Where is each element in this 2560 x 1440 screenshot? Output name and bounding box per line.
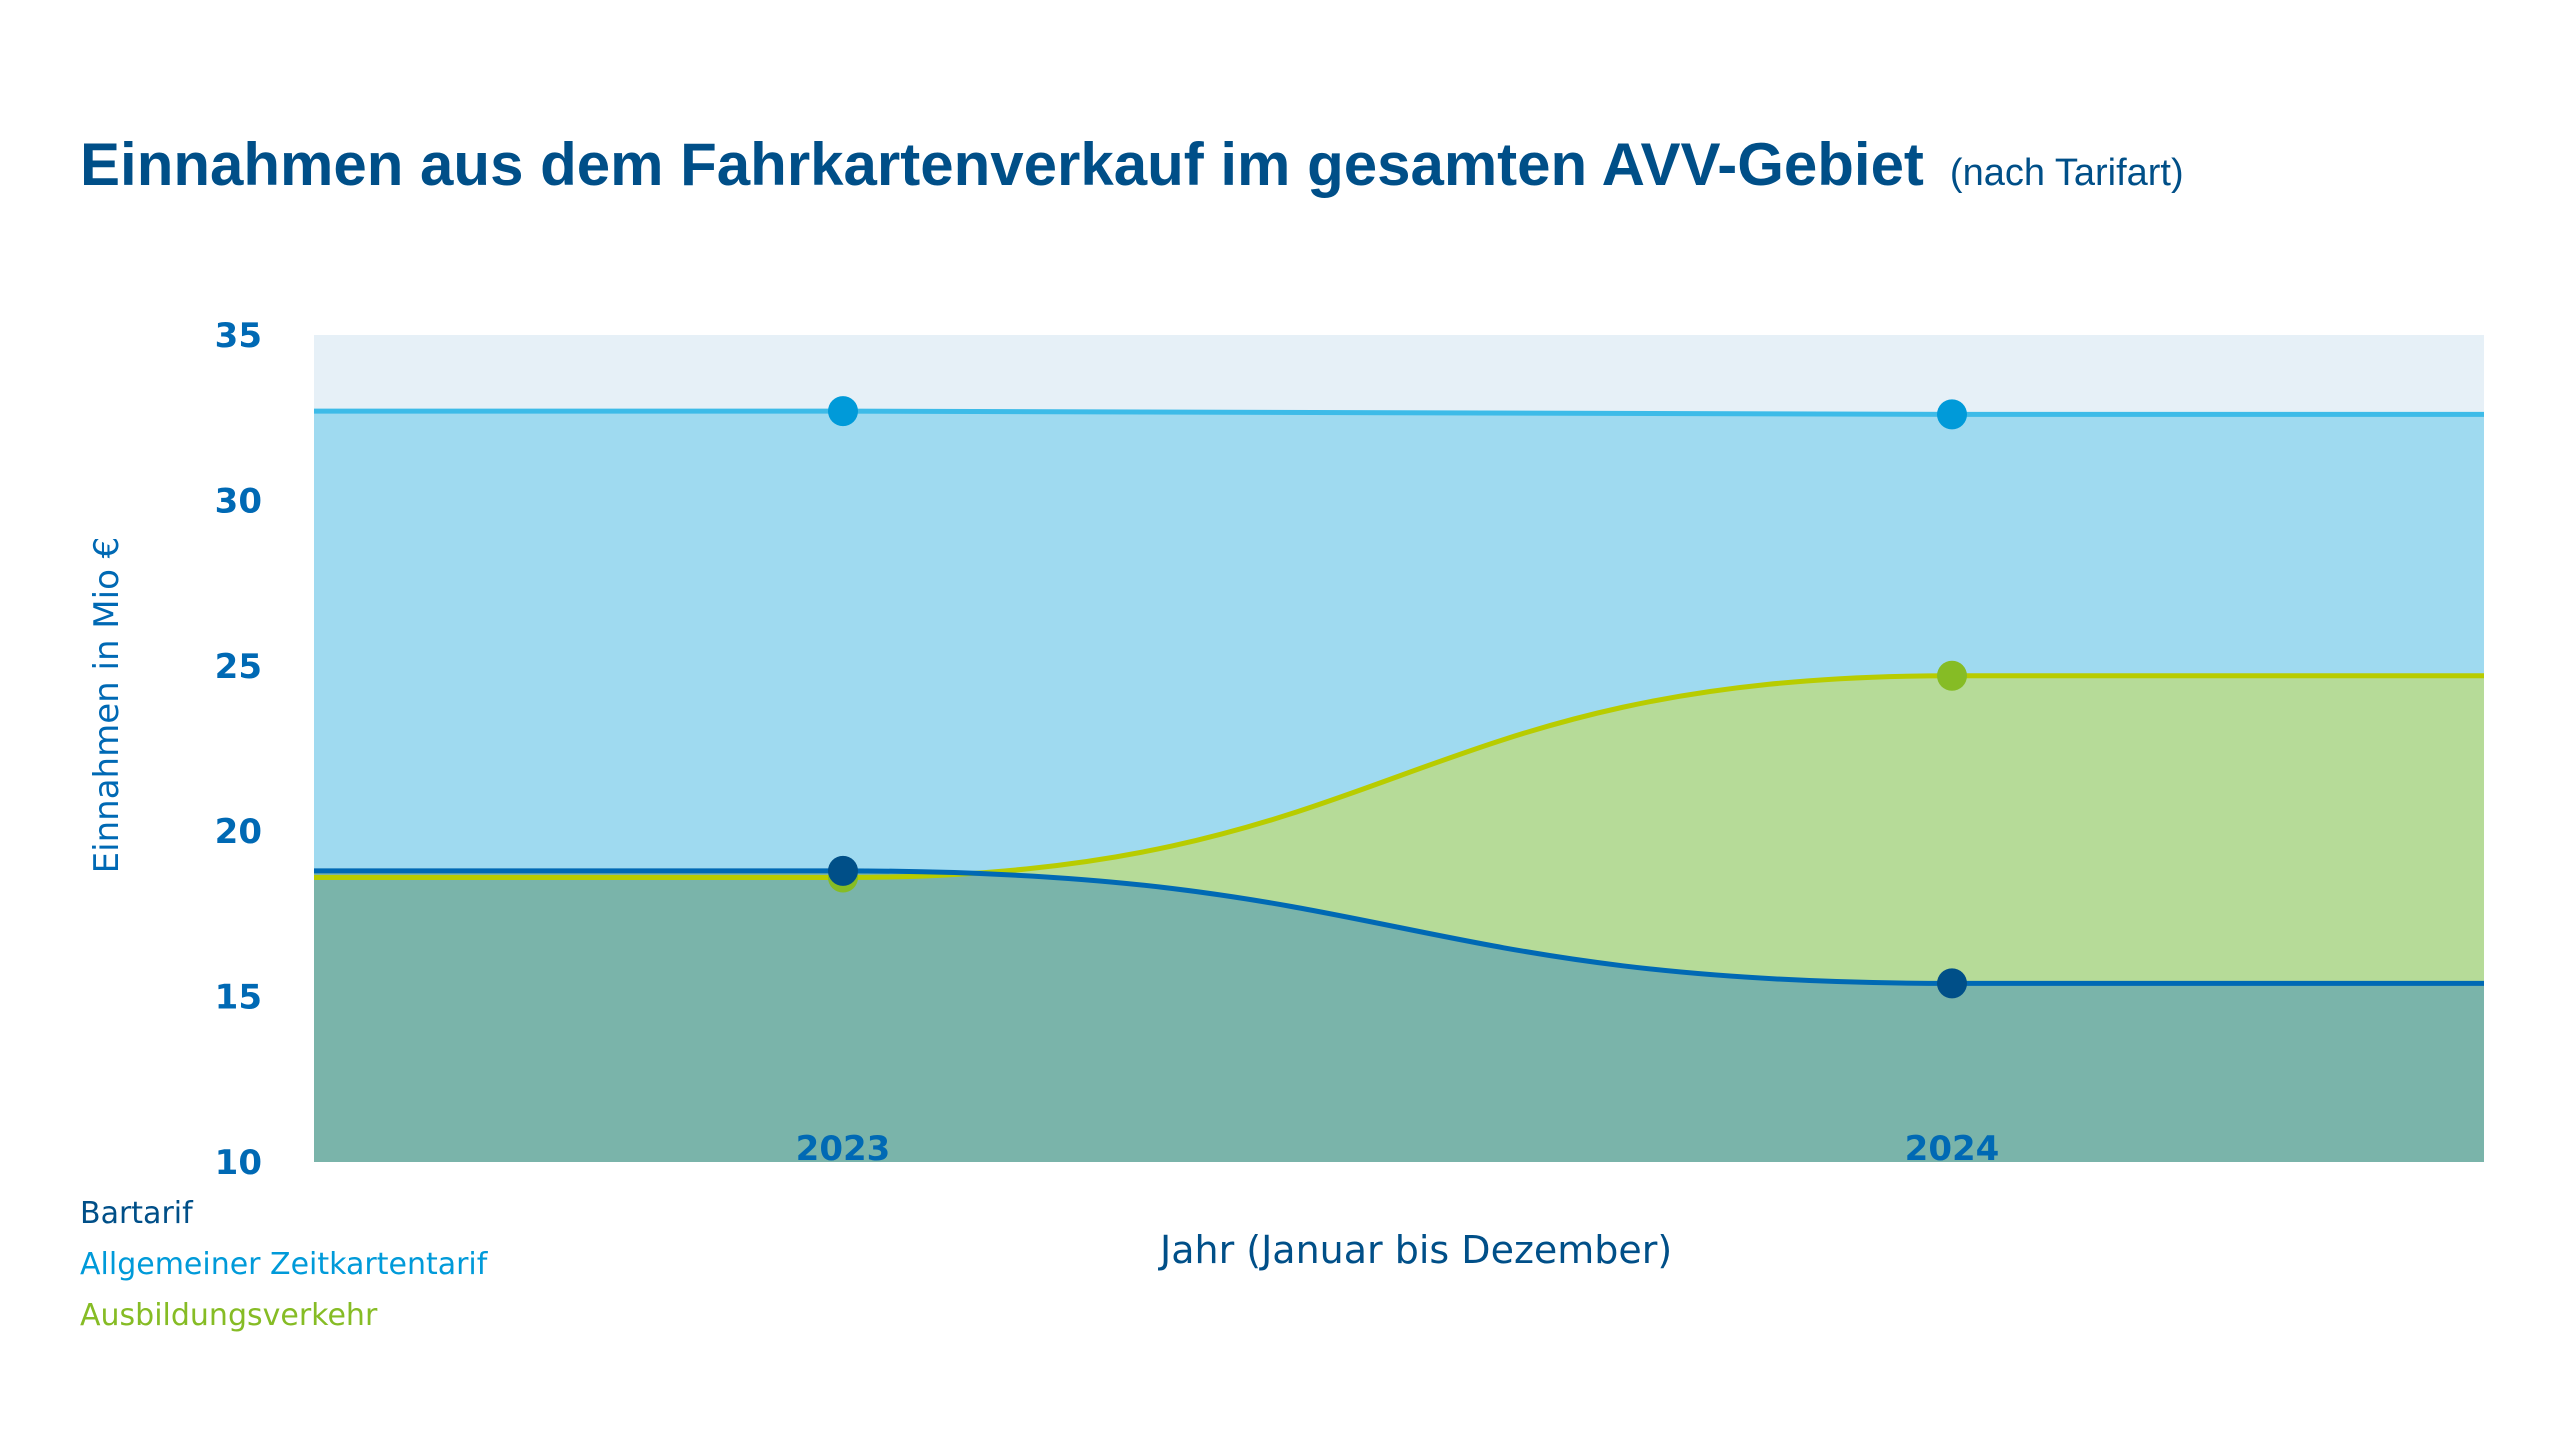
y-tick-label: 10 (215, 1143, 262, 1183)
point-bartarif-2024 (1937, 968, 1967, 999)
line-ausbildungsverkehr (314, 673, 2484, 881)
point-allgemeiner-zeitkartentarif-2024 (1937, 399, 1967, 430)
area-bartarif (314, 870, 2484, 1162)
y-axis-label: Einnahmen in Mio € (87, 537, 127, 874)
plot-area (314, 335, 2484, 1163)
line-allgemeiner-zeitkartentarif (314, 408, 2484, 417)
x-tick-label: 2024 (1905, 1129, 2000, 1169)
y-tick-label: 30 (215, 481, 262, 521)
y-tick-label: 20 (215, 812, 262, 852)
legend-item-ausbildungsverkehr: Ausbildungsverkehr (80, 1298, 378, 1333)
y-tick-label: 15 (215, 978, 262, 1018)
y-tick-label: 35 (215, 316, 262, 356)
x-axis-ticks: 2023 2024 (796, 1129, 2000, 1169)
chart-title-text: Einnahmen aus dem Fahrkartenverkauf im g… (80, 131, 1924, 198)
point-bartarif-2023 (828, 855, 858, 886)
y-tick-label: 25 (215, 647, 262, 687)
legend-item-zeitkartentarif: Allgemeiner Zeitkartentarif (80, 1247, 488, 1282)
point-allgemeiner-zeitkartentarif-2023 (828, 396, 858, 427)
chart-title: Einnahmen aus dem Fahrkartenverkauf im g… (80, 130, 2184, 199)
y-axis-ticks: 35 30 25 20 15 10 (215, 316, 262, 1183)
legend-item-bartarif: Bartarif (80, 1196, 193, 1231)
x-tick-label: 2023 (796, 1129, 891, 1169)
legend: Bartarif Allgemeiner Zeitkartentarif Aus… (80, 1188, 487, 1341)
line-bartarif (314, 868, 2484, 986)
x-axis-label: Jahr (Januar bis Dezember) (1160, 1228, 1673, 1272)
chart-subtitle: (nach Tarifart) (1949, 152, 2184, 194)
point-ausbildungsverkehr-2024 (1937, 660, 1967, 691)
